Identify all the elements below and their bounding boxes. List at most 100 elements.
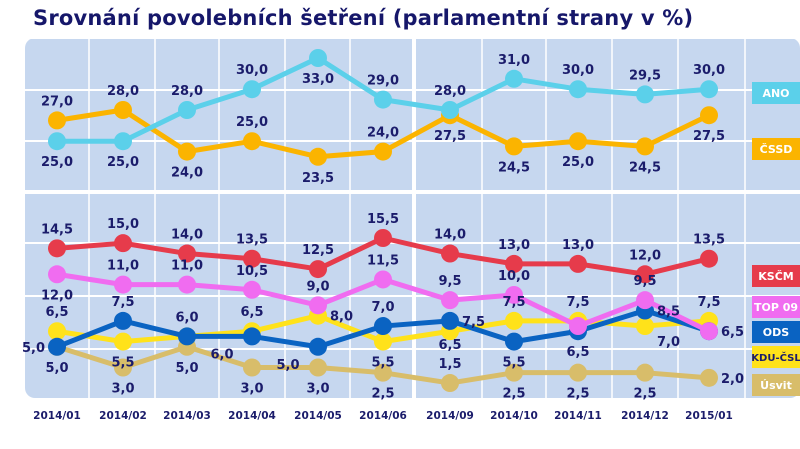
data-point [505, 332, 523, 351]
data-label: 33,0 [302, 72, 334, 87]
data-point [243, 132, 261, 151]
data-label: 8,5 [657, 305, 680, 320]
x-tick-label: 2014/06 [359, 410, 407, 422]
data-point [374, 332, 392, 351]
data-point [374, 142, 392, 161]
data-label: 27,5 [434, 129, 466, 144]
data-label: 7,0 [657, 335, 680, 350]
data-label: 13,5 [693, 233, 725, 248]
data-point [48, 322, 66, 341]
data-label: 10,0 [498, 269, 530, 284]
data-point [374, 90, 392, 109]
data-label: 5,5 [502, 356, 525, 371]
data-point [178, 275, 196, 294]
data-point [505, 285, 523, 304]
data-point [441, 244, 459, 263]
x-tick-label: 2014/03 [163, 410, 211, 422]
data-label: 25,0 [562, 155, 594, 170]
data-point [178, 101, 196, 119]
data-label: 24,0 [171, 166, 203, 181]
data-point [441, 374, 459, 393]
data-label: 5,0 [175, 361, 198, 376]
data-point [636, 85, 654, 104]
data-point [309, 147, 327, 166]
data-label: 15,5 [367, 212, 399, 227]
data-point [48, 239, 66, 258]
data-point [309, 337, 327, 356]
data-point [441, 101, 459, 119]
data-point [114, 101, 132, 119]
legend-swatch--ssd [752, 138, 800, 160]
data-label: 11,0 [171, 259, 203, 274]
data-label: 29,5 [629, 68, 661, 83]
series-ods [48, 301, 718, 356]
data-point [178, 327, 196, 346]
data-label: 2,5 [502, 387, 525, 402]
data-point [243, 280, 261, 299]
legend-label: Úsvit [760, 379, 792, 392]
data-point [700, 322, 718, 341]
data-label: 1,5 [438, 357, 461, 372]
data-point [48, 111, 66, 130]
data-label: 5,5 [111, 356, 134, 371]
x-tick-label: 2014/04 [228, 410, 276, 422]
data-label: 27,0 [41, 94, 73, 109]
data-label: 12,0 [41, 288, 73, 303]
x-tick-label: 2014/10 [490, 410, 538, 422]
data-point [309, 49, 327, 67]
legend-swatch-top-09 [752, 296, 800, 318]
data-point [178, 244, 196, 263]
data-label: 25,0 [41, 155, 73, 170]
data-point [636, 317, 654, 336]
series-top-09 [48, 265, 718, 341]
data-point [569, 317, 587, 336]
data-point [243, 249, 261, 268]
data-point [114, 332, 132, 351]
data-label: 24,5 [498, 160, 530, 175]
data-point [700, 368, 718, 387]
data-label: 7,5 [502, 295, 525, 310]
x-tick-label: 2014/02 [99, 410, 147, 422]
data-label: 7,5 [462, 315, 485, 330]
x-tick-label: 2014/12 [621, 410, 669, 422]
x-tick-label: 2014/11 [554, 410, 602, 422]
data-label: 31,0 [498, 53, 530, 68]
data-label: 12,5 [302, 243, 334, 258]
data-label: 14,0 [434, 228, 466, 243]
data-point [243, 327, 261, 346]
data-label: 24,5 [629, 160, 661, 175]
data-point [114, 275, 132, 294]
data-label: 14,0 [171, 228, 203, 243]
data-label: 30,0 [693, 63, 725, 78]
data-point [636, 291, 654, 310]
series-ano [48, 49, 718, 151]
legend-label: TOP 09 [754, 301, 798, 314]
legend-label: KDU-ČSL [751, 351, 800, 364]
data-point [700, 249, 718, 268]
data-label: 10,5 [236, 264, 268, 279]
data-point [374, 270, 392, 289]
data-label: 13,0 [562, 238, 594, 253]
data-label: 2,5 [566, 387, 589, 402]
data-point [505, 69, 523, 88]
legend-label: ANO [762, 87, 789, 100]
legend-swatch-kdu-sl [752, 346, 800, 368]
data-label: 11,5 [367, 253, 399, 268]
data-label: 6,0 [175, 310, 198, 325]
data-point [48, 132, 66, 151]
data-label: 5,0 [45, 361, 68, 376]
data-label: 8,0 [330, 310, 353, 325]
data-point [569, 132, 587, 151]
data-label: 3,0 [111, 382, 134, 397]
series-ks-m [48, 229, 718, 284]
data-point [569, 363, 587, 382]
x-tick-label: 2014/01 [33, 410, 81, 422]
data-point [505, 363, 523, 382]
data-point [569, 80, 587, 99]
data-label: 30,0 [562, 63, 594, 78]
chart-title: Srovnání povolebních šetření (parlamentn… [33, 6, 694, 30]
data-label: 23,5 [302, 171, 334, 186]
data-point [114, 358, 132, 377]
data-label: 30,0 [236, 63, 268, 78]
data-label: 28,0 [107, 84, 139, 99]
